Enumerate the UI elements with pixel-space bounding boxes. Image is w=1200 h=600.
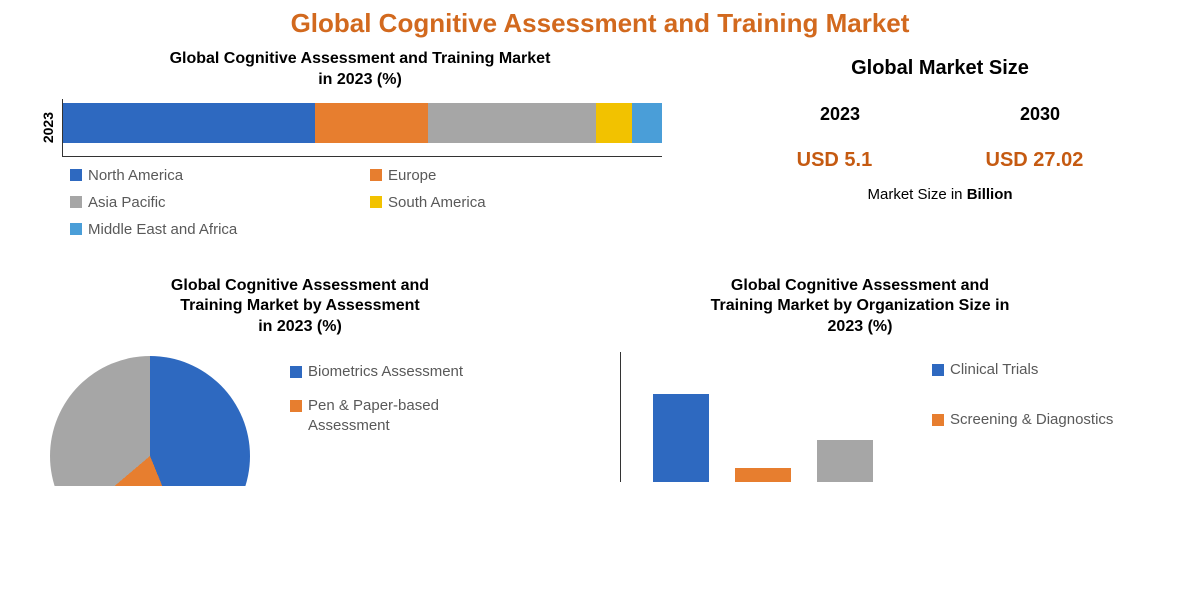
legend-label: Pen & Paper-based Assessment [308,396,510,437]
market-size-panel: Global Market Size 2023 2030 USD 5.1 USD… [740,49,1140,248]
ms-value-1: USD 27.02 [986,149,1084,172]
stacked-y-label: 2023 [40,112,56,143]
stacked-chart-title: Global Cognitive Assessment and Training… [40,49,680,91]
legend-swatch [70,169,82,181]
pie [50,356,250,486]
stacked-legend: North America Europe Asia Pacific South Ame… [70,167,680,248]
pie-clip [40,356,260,486]
market-size-title: Global Market Size [740,57,1140,80]
market-size-years: 2023 2030 [740,104,1140,125]
legend-item: Middle East and Africa [70,221,370,238]
pie-chart-title: Global Cognitive Assessment andTraining … [40,276,560,338]
stacked-bar-wrap: 2023 [40,97,680,159]
legend-swatch [370,196,382,208]
stacked-bar [63,103,662,143]
ms-unit-prefix: Market Size in [867,186,966,203]
stacked-seg [315,103,429,143]
legend-label: Screening & Diagnostics [950,410,1113,430]
legend-item: Screening & Diagnostics [932,410,1132,430]
legend-swatch [932,414,944,426]
bar [735,468,791,482]
bar-chart-title: Global Cognitive Assessment andTraining … [560,276,1160,338]
legend-label: Middle East and Africa [88,221,237,238]
pie-flex: Biometrics Assessment Pen & Paper-based A… [40,356,560,486]
ms-year-1: 2030 [1020,104,1060,125]
ms-value-0: USD 5.1 [797,149,873,172]
stacked-axis-box [62,99,662,157]
stacked-seg [596,103,632,143]
stacked-seg [632,103,662,143]
legend-label: North America [88,167,183,184]
top-row: Global Cognitive Assessment and Training… [0,49,1200,248]
legend-item: North America [70,167,370,184]
main-title: Global Cognitive Assessment and Training… [0,0,1200,39]
bar [817,440,873,482]
stacked-seg [428,103,596,143]
legend-swatch [290,366,302,378]
legend-item: Asia Pacific [70,194,370,211]
stacked-seg [63,103,315,143]
legend-label: Asia Pacific [88,194,166,211]
ms-unit-bold: Billion [967,186,1013,203]
ms-year-0: 2023 [820,104,860,125]
pie-chart-panel: Global Cognitive Assessment andTraining … [0,276,560,486]
legend-label: Biometrics Assessment [308,362,463,382]
legend-swatch [370,169,382,181]
bottom-row: Global Cognitive Assessment andTraining … [0,276,1200,486]
legend-label: South America [388,194,486,211]
legend-label: Europe [388,167,436,184]
legend-swatch [70,223,82,235]
legend-swatch [70,196,82,208]
bar-plot [620,352,900,482]
bar-legend: Clinical Trials Screening & Diagnostics [932,360,1132,482]
legend-label: Clinical Trials [950,360,1038,380]
bar-flex: Clinical Trials Screening & Diagnostics [560,352,1160,482]
bar-chart-panel: Global Cognitive Assessment andTraining … [560,276,1160,486]
legend-swatch [290,400,302,412]
bar [653,394,709,482]
legend-item: Clinical Trials [932,360,1132,380]
pie-legend: Biometrics Assessment Pen & Paper-based A… [290,362,510,451]
legend-item: Biometrics Assessment [290,362,510,382]
legend-item: Pen & Paper-based Assessment [290,396,510,437]
market-size-unit: Market Size in Billion [740,186,1140,203]
legend-item: Europe [370,167,670,184]
legend-swatch [932,364,944,376]
stacked-chart-panel: Global Cognitive Assessment and Training… [0,49,680,248]
market-size-values: USD 5.1 USD 27.02 [740,149,1140,172]
legend-item: South America [370,194,670,211]
